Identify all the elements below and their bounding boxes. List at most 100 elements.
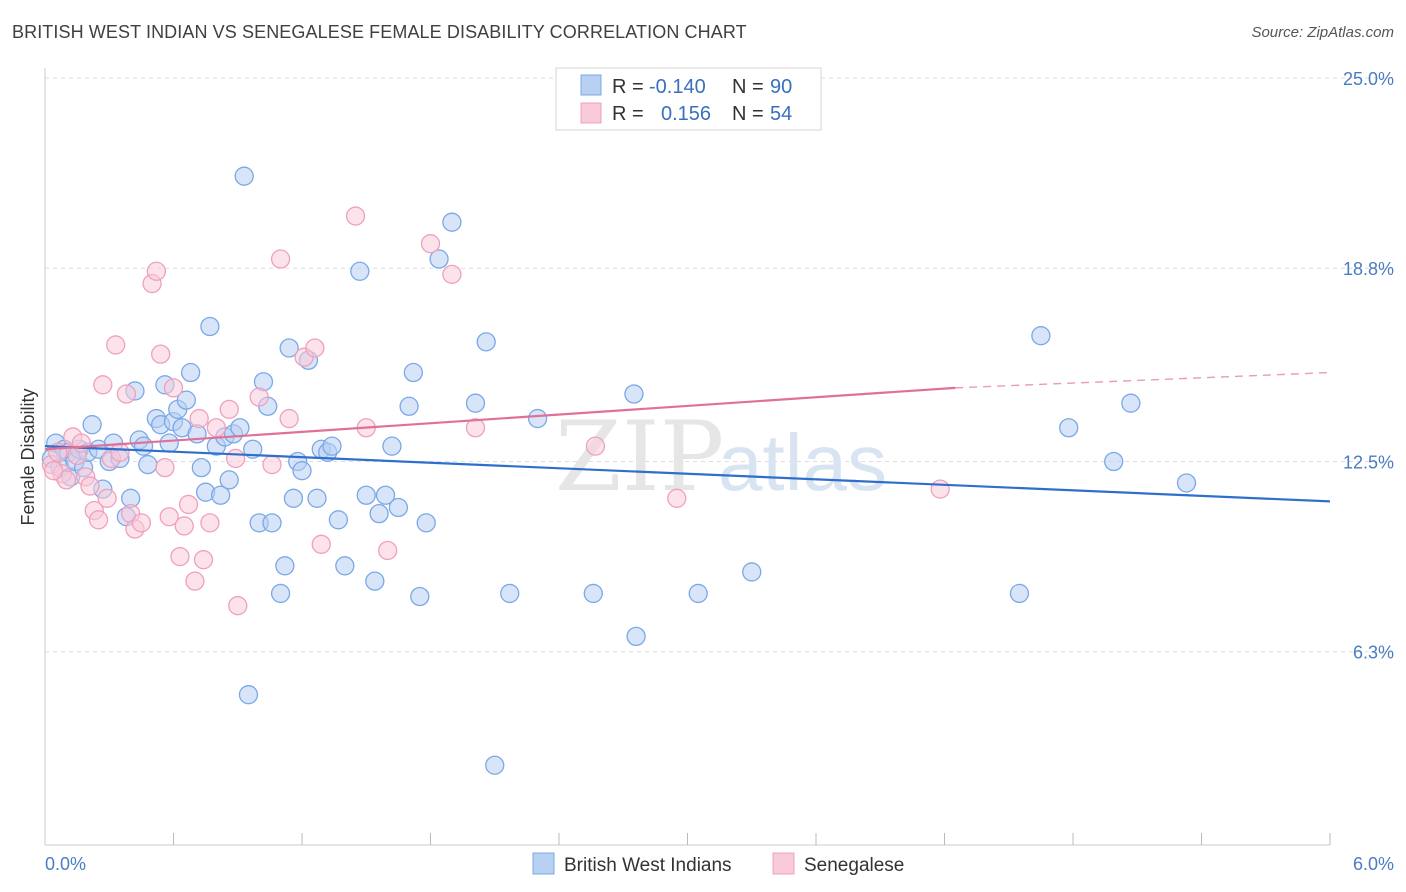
point-british-west-indians-89 [1176, 473, 1197, 493]
point-british-west-indians-63 [365, 571, 385, 591]
point-senegalese-47 [420, 234, 441, 254]
point-british-west-indians-55 [307, 488, 327, 508]
point-senegalese-29 [185, 571, 205, 591]
gridlines [45, 77, 1394, 653]
point-british-west-indians-62 [356, 485, 376, 505]
trend-line-ext-senegalese [955, 371, 1331, 389]
point-british-west-indians-77 [500, 583, 520, 604]
point-british-west-indians-30 [180, 362, 201, 383]
point-senegalese-52 [930, 479, 950, 499]
point-senegalese-15 [110, 442, 130, 462]
point-british-west-indians-68 [399, 396, 419, 416]
legend-n-label-1: N = [732, 76, 764, 98]
y-axis-title: Female Disability [18, 388, 38, 525]
point-british-west-indians-36 [210, 485, 231, 505]
point-senegalese-31 [193, 550, 214, 570]
point-senegalese-27 [174, 516, 194, 536]
point-senegalese-23 [155, 457, 175, 478]
point-senegalese-30 [189, 408, 209, 429]
trend-line-senegalese [44, 386, 956, 451]
trend-line-british-west-indians [44, 445, 1331, 503]
point-senegalese-39 [270, 249, 291, 269]
point-british-west-indians-64 [369, 504, 389, 524]
legend-r-label-2: R = [612, 103, 644, 125]
point-senegalese-6 [71, 433, 92, 453]
point-british-west-indians-49 [275, 556, 295, 576]
point-british-west-indians-48 [270, 583, 291, 604]
y-tick-label-1: 12.5% [1343, 453, 1394, 473]
point-british-west-indians-73 [442, 212, 462, 232]
legend-swatch-senegalese [580, 102, 602, 124]
point-british-west-indians-86 [1059, 418, 1079, 438]
series-legend: British West Indians Senegalese [532, 852, 904, 876]
point-british-west-indians-21 [138, 454, 158, 475]
point-senegalese-16 [116, 384, 137, 404]
point-british-west-indians-41 [234, 166, 254, 186]
watermark-atlas: atlas [718, 418, 887, 507]
x-tick-labels: 0.0% 6.0% [45, 854, 1394, 874]
point-senegalese-14 [106, 335, 126, 355]
legend-n-label-2: N = [732, 103, 764, 125]
x-ticks [173, 833, 1331, 845]
series-label-senegalese: Senegalese [804, 855, 904, 876]
point-senegalese-35 [225, 448, 246, 469]
point-british-west-indians-40 [230, 418, 250, 438]
point-british-west-indians-66 [382, 436, 402, 456]
y-tick-label-2: 18.8% [1343, 259, 1394, 279]
point-british-west-indians-85 [1031, 326, 1051, 346]
point-british-west-indians-51 [283, 488, 304, 508]
point-british-west-indians-47 [262, 513, 282, 533]
point-senegalese-50 [585, 436, 606, 456]
trend-lines [44, 371, 1331, 503]
point-british-west-indians-32 [191, 457, 211, 478]
point-british-west-indians-25 [159, 433, 179, 453]
legend: R = -0.140 N = 90 R = 0.156 N = 54 [555, 67, 822, 131]
point-senegalese-38 [262, 454, 282, 475]
x-tick-label-min: 0.0% [45, 854, 86, 874]
point-senegalese-51 [667, 488, 687, 508]
point-british-west-indians-82 [688, 583, 708, 604]
point-senegalese-21 [146, 261, 167, 281]
point-british-west-indians-50 [279, 338, 299, 358]
point-senegalese-25 [163, 378, 184, 398]
y-tick-labels: 6.3% 12.5% 18.8% 25.0% [1343, 69, 1394, 663]
series-swatch-senegalese [772, 852, 795, 875]
point-british-west-indians-53 [292, 461, 312, 481]
point-senegalese-42 [305, 338, 325, 358]
point-british-west-indians-81 [626, 626, 646, 647]
point-british-west-indians-29 [176, 390, 197, 410]
point-british-west-indians-34 [200, 316, 220, 337]
legend-n-value-2: 54 [770, 103, 792, 125]
point-senegalese-48 [442, 264, 462, 285]
point-british-west-indians-88 [1121, 393, 1141, 413]
point-senegalese-44 [345, 206, 366, 226]
point-british-west-indians-83 [742, 562, 762, 582]
point-senegalese-34 [219, 399, 239, 419]
point-british-west-indians-58 [322, 436, 342, 456]
point-british-west-indians-67 [388, 497, 409, 518]
chart-source: Source: ZipAtlas.com [1251, 24, 1394, 41]
point-senegalese-12 [97, 488, 117, 508]
point-british-west-indians-78 [527, 408, 548, 429]
legend-r-value-1: -0.140 [649, 76, 706, 98]
point-british-west-indians-72 [429, 249, 449, 269]
point-british-west-indians-43 [243, 439, 263, 459]
point-senegalese-49 [465, 418, 486, 438]
point-senegalese-28 [178, 494, 199, 515]
point-british-west-indians-84 [1009, 583, 1030, 604]
point-senegalese-33 [206, 418, 226, 438]
point-senegalese-53 [43, 461, 64, 481]
point-british-west-indians-80 [624, 384, 644, 404]
legend-r-label-1: R = [612, 76, 644, 98]
point-british-west-indians-65 [375, 485, 396, 505]
point-senegalese-40 [279, 408, 299, 429]
y-tick-label-0: 6.3% [1353, 643, 1394, 663]
point-senegalese-24 [159, 507, 179, 527]
point-senegalese-26 [170, 546, 190, 567]
point-british-west-indians-42 [238, 685, 259, 705]
point-british-west-indians-20 [133, 436, 154, 456]
point-british-west-indians-75 [476, 332, 496, 352]
x-tick-label-max: 6.0% [1353, 854, 1394, 874]
point-senegalese-8 [80, 476, 100, 496]
